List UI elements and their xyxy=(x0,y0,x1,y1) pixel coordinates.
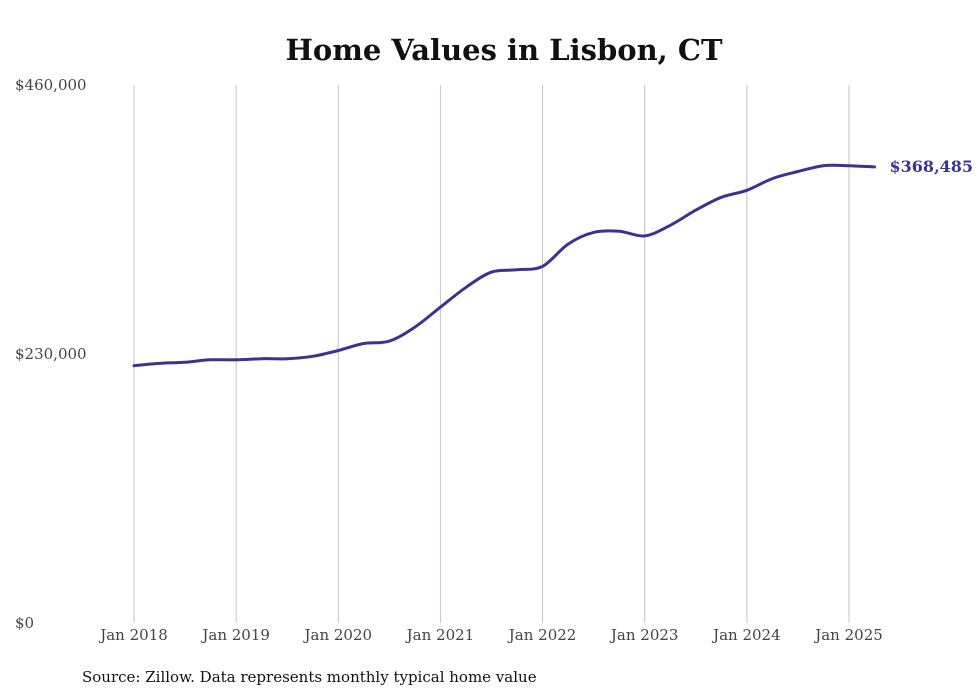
x-tick-label: Jan 2020 xyxy=(303,626,373,644)
chart-title: Home Values in Lisbon, CT xyxy=(285,33,722,67)
y-tick-label: $230,000 xyxy=(15,345,87,363)
y-tick-label: $0 xyxy=(15,614,34,632)
x-tick-label: Jan 2022 xyxy=(507,626,577,644)
x-tick-label: Jan 2018 xyxy=(98,626,168,644)
grid-lines xyxy=(133,85,850,623)
home-value-line xyxy=(132,163,876,368)
x-tick-label: Jan 2019 xyxy=(200,626,270,644)
x-tick-label: Jan 2024 xyxy=(711,626,781,644)
source-note: Source: Zillow. Data represents monthly … xyxy=(82,668,537,686)
end-value-label: $368,485 xyxy=(890,157,974,176)
x-tick-label: Jan 2025 xyxy=(813,626,883,644)
line-chart: Home Values in Lisbon, CT $0 $230,000 $460… xyxy=(15,33,974,644)
y-axis-ticks: $0 $230,000 $460,000 xyxy=(15,76,87,632)
x-tick-label: Jan 2023 xyxy=(609,626,679,644)
x-tick-label: Jan 2021 xyxy=(405,626,475,644)
x-axis-ticks: Jan 2018 Jan 2019 Jan 2020 Jan 2021 Jan 2022… xyxy=(98,626,883,644)
y-tick-label: $460,000 xyxy=(15,76,87,94)
